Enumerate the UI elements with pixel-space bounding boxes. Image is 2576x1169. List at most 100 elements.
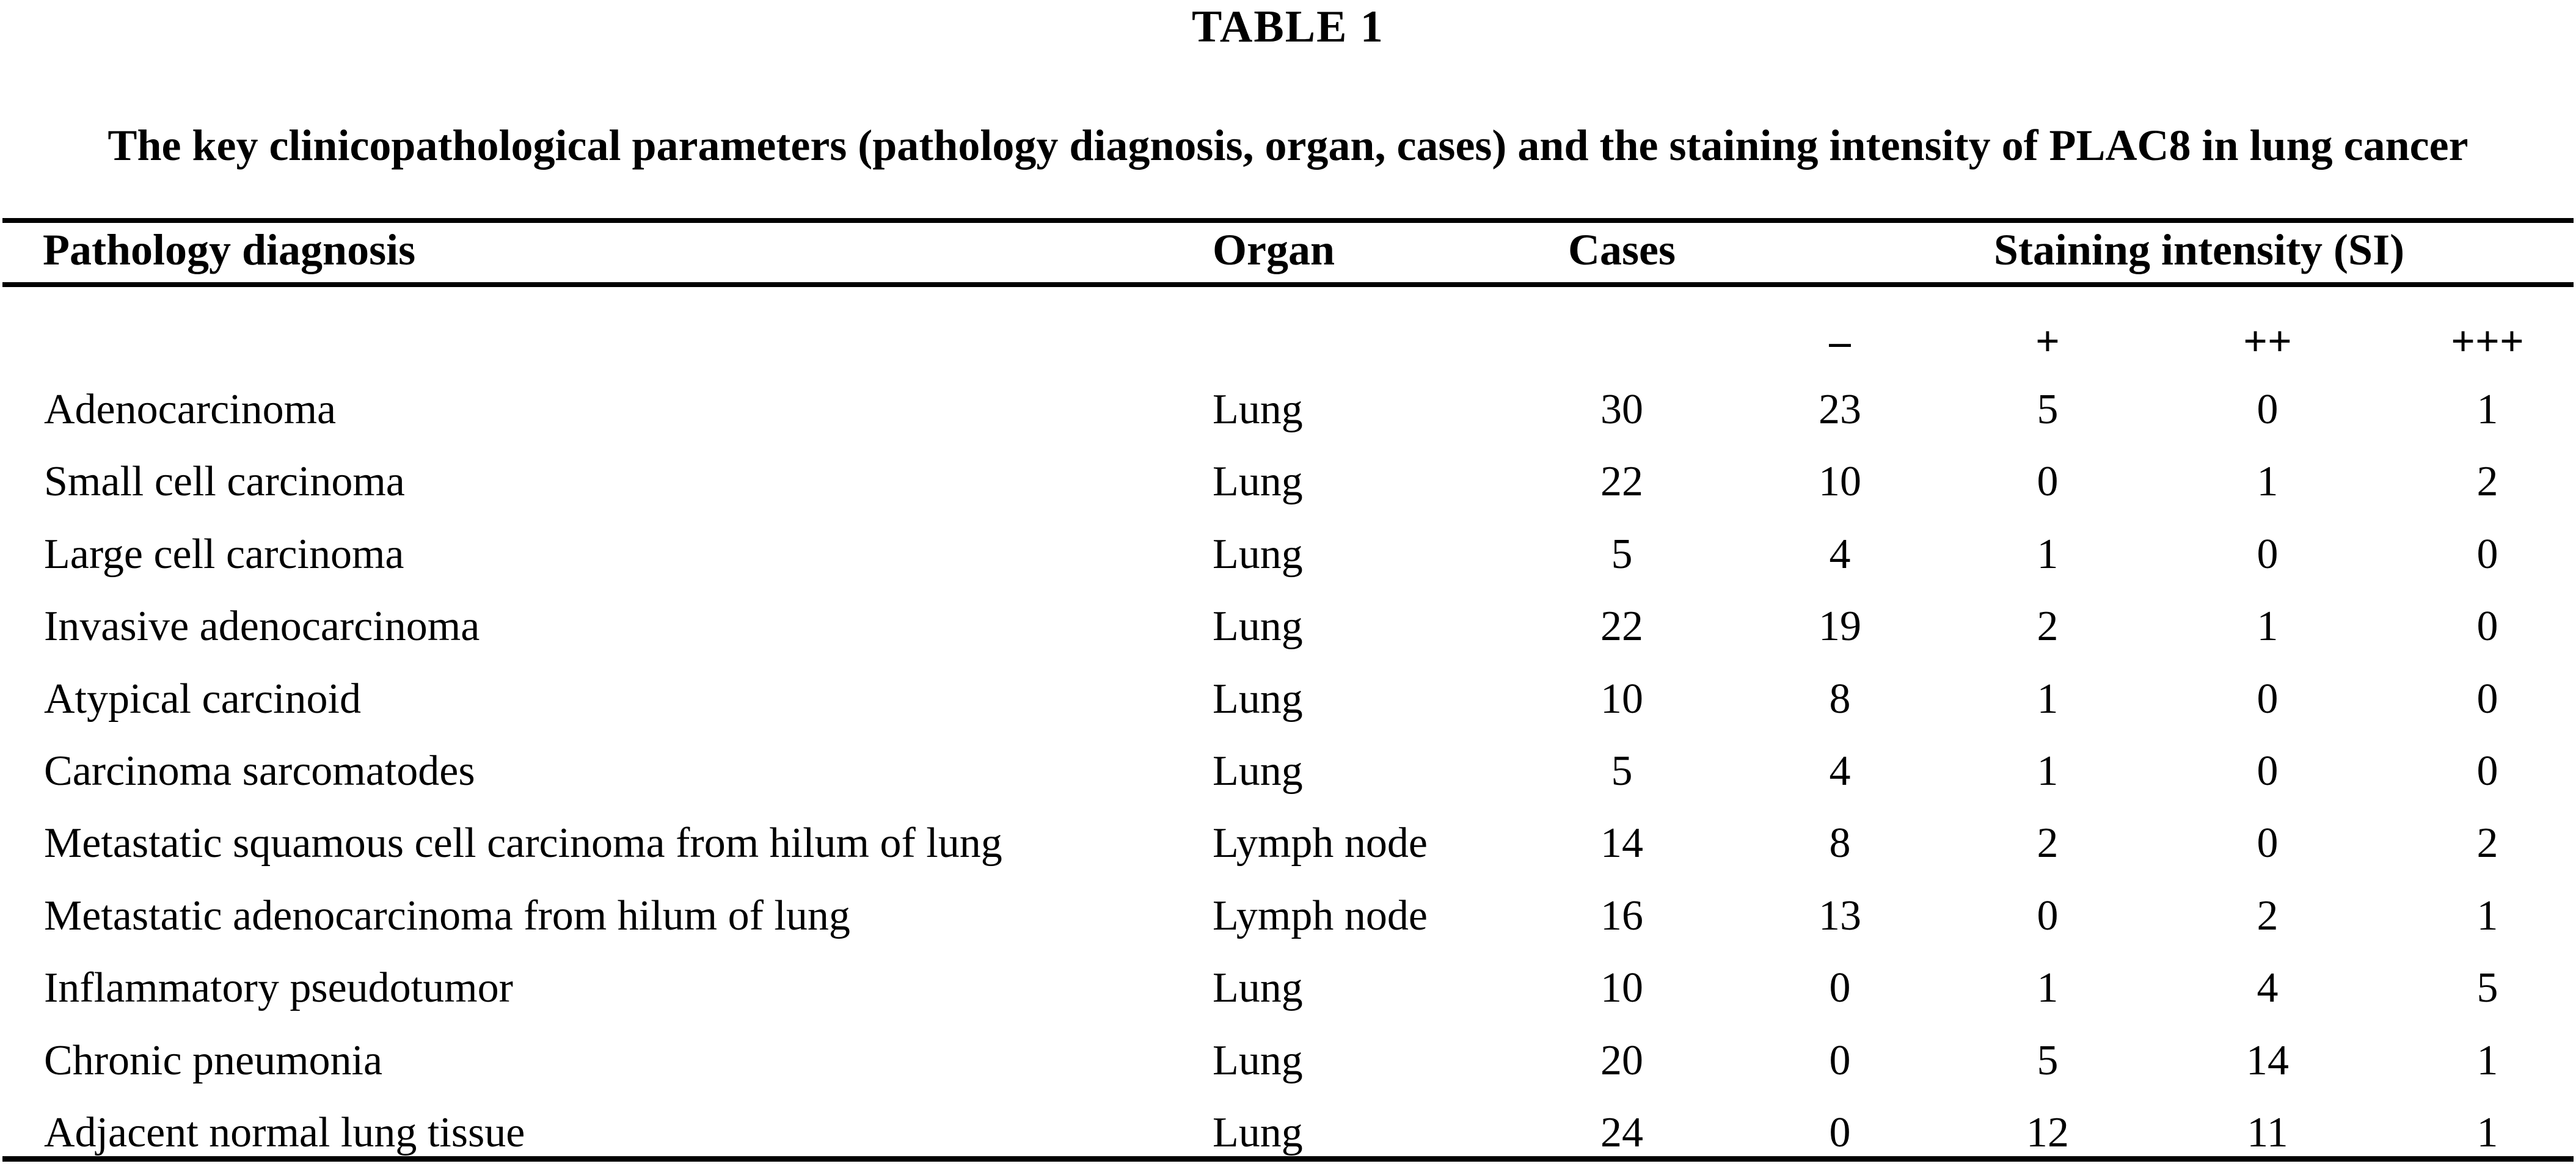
cell-organ: Lung: [1213, 531, 1303, 578]
cell-si-plus: 0: [2037, 458, 2059, 505]
cell-organ: Lung: [1213, 1109, 1303, 1156]
cell-si-plus-plus: 0: [2257, 531, 2279, 578]
cell-si-plus-plus: 0: [2257, 748, 2279, 795]
cell-cases: 20: [1600, 1037, 1643, 1084]
column-header-pathology-diagnosis: Pathology diagnosis: [43, 225, 416, 274]
cell-si-plus-plus: 4: [2257, 964, 2279, 1011]
cell-diagnosis: Metastatic squamous cell carcinoma from …: [44, 820, 1002, 867]
si-level-negative: –: [1829, 318, 1851, 365]
cell-organ: Lymph node: [1213, 892, 1428, 939]
cell-si-plus-plus: 14: [2246, 1037, 2289, 1084]
cell-si-negative: 0: [1829, 1109, 1851, 1156]
cell-si-negative: 19: [1819, 603, 1861, 650]
cell-organ: Lung: [1213, 748, 1303, 795]
cell-organ: Lung: [1213, 964, 1303, 1011]
cell-cases: 5: [1611, 748, 1633, 795]
cell-diagnosis: Carcinoma sarcomatodes: [44, 748, 475, 795]
table-row: Metastatic adenocarcinoma from hilum of …: [0, 880, 2576, 952]
cell-si-plus: 1: [2037, 748, 2059, 795]
si-level-plus: +: [2035, 318, 2060, 365]
cell-si-plus-plus-plus: 0: [2476, 748, 2498, 795]
cell-diagnosis: Atypical carcinoid: [44, 676, 361, 723]
cell-organ: Lymph node: [1213, 820, 1428, 867]
cell-diagnosis: Inflammatory pseudotumor: [44, 964, 513, 1011]
cell-si-negative: 13: [1819, 892, 1861, 939]
table-rule-top: [2, 218, 2574, 223]
cell-si-plus-plus: 0: [2257, 820, 2279, 867]
cell-cases: 22: [1600, 458, 1643, 505]
cell-si-plus-plus: 1: [2257, 603, 2279, 650]
cell-si-plus-plus: 0: [2257, 676, 2279, 723]
cell-si-plus: 1: [2037, 676, 2059, 723]
cell-si-plus-plus-plus: 2: [2476, 820, 2498, 867]
table-caption: The key clinicopathological parameters (…: [108, 121, 2468, 170]
cell-si-plus: 0: [2037, 892, 2059, 939]
cell-si-plus-plus: 2: [2257, 892, 2279, 939]
table-row: Metastatic squamous cell carcinoma from …: [0, 807, 2576, 879]
table-row: Chronic pneumonia Lung 20 0 5 14 1: [0, 1025, 2576, 1097]
column-header-staining-intensity: Staining intensity (SI): [1993, 225, 2405, 274]
cell-si-plus-plus-plus: 0: [2476, 676, 2498, 723]
cell-si-plus-plus-plus: 0: [2476, 603, 2498, 650]
cell-cases: 14: [1600, 820, 1643, 867]
cell-diagnosis: Small cell carcinoma: [44, 458, 405, 505]
cell-si-negative: 4: [1829, 531, 1851, 578]
cell-cases: 24: [1600, 1109, 1643, 1156]
cell-si-plus-plus-plus: 5: [2476, 964, 2498, 1011]
cell-si-plus-plus-plus: 1: [2476, 1109, 2498, 1156]
table-row: Carcinoma sarcomatodes Lung 5 4 1 0 0: [0, 735, 2576, 807]
cell-si-plus-plus-plus: 1: [2476, 892, 2498, 939]
cell-organ: Lung: [1213, 1037, 1303, 1084]
si-level-plus-plus-plus: +++: [2451, 318, 2524, 365]
cell-organ: Lung: [1213, 676, 1303, 723]
cell-si-plus-plus-plus: 1: [2476, 1037, 2498, 1084]
cell-cases: 10: [1600, 676, 1643, 723]
table-row: Large cell carcinoma Lung 5 4 1 0 0: [0, 519, 2576, 591]
table-row: Invasive adenocarcinoma Lung 22 19 2 1 0: [0, 591, 2576, 663]
cell-cases: 10: [1600, 964, 1643, 1011]
table-row: Atypical carcinoid Lung 10 8 1 0 0: [0, 663, 2576, 735]
cell-si-negative: 10: [1819, 458, 1861, 505]
table-rule-bottom: [2, 1156, 2574, 1162]
cell-si-negative: 8: [1829, 676, 1851, 723]
si-level-plus-plus: ++: [2243, 318, 2292, 365]
cell-organ: Lung: [1213, 386, 1303, 433]
column-header-cases: Cases: [1568, 225, 1676, 274]
cell-diagnosis: Large cell carcinoma: [44, 531, 404, 578]
table-row: Inflammatory pseudotumor Lung 10 0 1 4 5: [0, 952, 2576, 1024]
cell-si-plus: 1: [2037, 964, 2059, 1011]
cell-cases: 22: [1600, 603, 1643, 650]
column-header-organ: Organ: [1213, 225, 1335, 274]
table-row: Adenocarcinoma Lung 30 23 5 0 1: [0, 374, 2576, 446]
cell-si-negative: 0: [1829, 964, 1851, 1011]
table-label: TABLE 1: [1192, 2, 1384, 52]
cell-cases: 5: [1611, 531, 1633, 578]
cell-si-plus: 2: [2037, 603, 2059, 650]
cell-si-plus-plus-plus: 0: [2476, 531, 2498, 578]
cell-si-negative: 0: [1829, 1037, 1851, 1084]
cell-si-plus-plus: 0: [2257, 386, 2279, 433]
table-rule-under-header: [2, 282, 2574, 287]
cell-si-plus: 2: [2037, 820, 2059, 867]
cell-si-plus-plus-plus: 1: [2476, 386, 2498, 433]
cell-si-plus: 5: [2037, 1037, 2059, 1084]
table-row: Small cell carcinoma Lung 22 10 0 1 2: [0, 446, 2576, 518]
cell-si-plus-plus: 1: [2257, 458, 2279, 505]
cell-si-plus-plus: 11: [2247, 1109, 2288, 1156]
cell-organ: Lung: [1213, 603, 1303, 650]
cell-si-plus: 12: [2026, 1109, 2069, 1156]
cell-si-negative: 8: [1829, 820, 1851, 867]
cell-diagnosis: Adenocarcinoma: [44, 386, 337, 433]
cell-diagnosis: Chronic pneumonia: [44, 1037, 383, 1084]
cell-si-plus: 1: [2037, 531, 2059, 578]
cell-si-negative: 4: [1829, 748, 1851, 795]
cell-si-negative: 23: [1819, 386, 1861, 433]
table-row: Adjacent normal lung tissue Lung 24 0 12…: [0, 1097, 2576, 1169]
cell-si-plus-plus-plus: 2: [2476, 458, 2498, 505]
cell-diagnosis: Metastatic adenocarcinoma from hilum of …: [44, 892, 850, 939]
cell-cases: 16: [1600, 892, 1643, 939]
cell-organ: Lung: [1213, 458, 1303, 505]
cell-diagnosis: Adjacent normal lung tissue: [44, 1109, 525, 1156]
cell-si-plus: 5: [2037, 386, 2059, 433]
cell-diagnosis: Invasive adenocarcinoma: [44, 603, 480, 650]
